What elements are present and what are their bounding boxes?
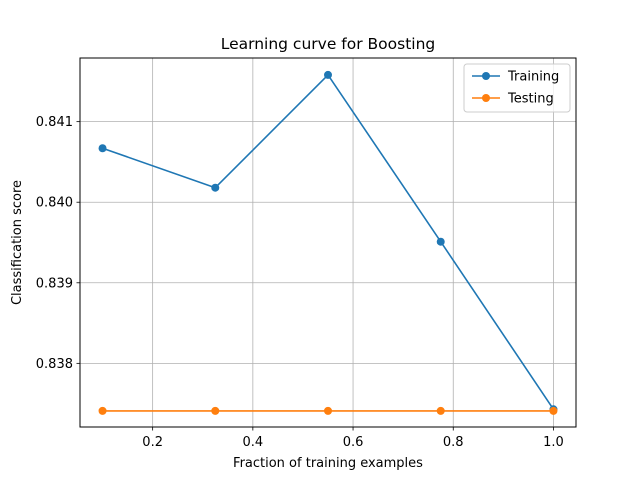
testing-series	[98, 406, 558, 415]
legend-testing-marker	[482, 94, 490, 102]
y-tick-label: 0.838	[36, 357, 73, 372]
y-tick-label: 0.841	[36, 115, 73, 130]
legend-training-label: Training	[507, 70, 559, 85]
legend-testing-label: Testing	[507, 92, 554, 107]
x-tick-label: 0.2	[142, 435, 163, 450]
training-point	[211, 183, 220, 192]
x-axis-title: Fraction of training examples	[233, 456, 423, 471]
y-tick-label: 0.840	[36, 196, 73, 211]
x-tick-label: 1.0	[543, 435, 564, 450]
testing-point	[98, 406, 107, 415]
training-point	[436, 237, 445, 246]
plot-frame	[79, 57, 577, 428]
legend-training-marker	[482, 72, 490, 80]
x-tick-label: 0.4	[243, 435, 264, 450]
y-tick-label: 0.839	[36, 276, 73, 291]
testing-point	[211, 406, 220, 415]
training-point	[98, 144, 107, 153]
series-layer	[98, 70, 558, 415]
testing-point	[324, 406, 332, 415]
testing-point	[549, 406, 558, 415]
legend: Training Testing	[463, 63, 571, 113]
ticks-layer: 0.2 0.4 0.6 0.8 1.0 0.838 0.839 0.840 0.841	[36, 115, 564, 450]
training-point	[324, 70, 332, 79]
grid	[80, 58, 576, 427]
x-tick-label: 0.8	[443, 435, 464, 450]
training-series	[98, 70, 558, 414]
x-tick-label: 0.6	[343, 435, 364, 450]
y-axis-title: Classification score	[10, 180, 25, 305]
testing-point	[436, 406, 445, 415]
chart-title: Learning curve for Boosting	[221, 35, 436, 53]
